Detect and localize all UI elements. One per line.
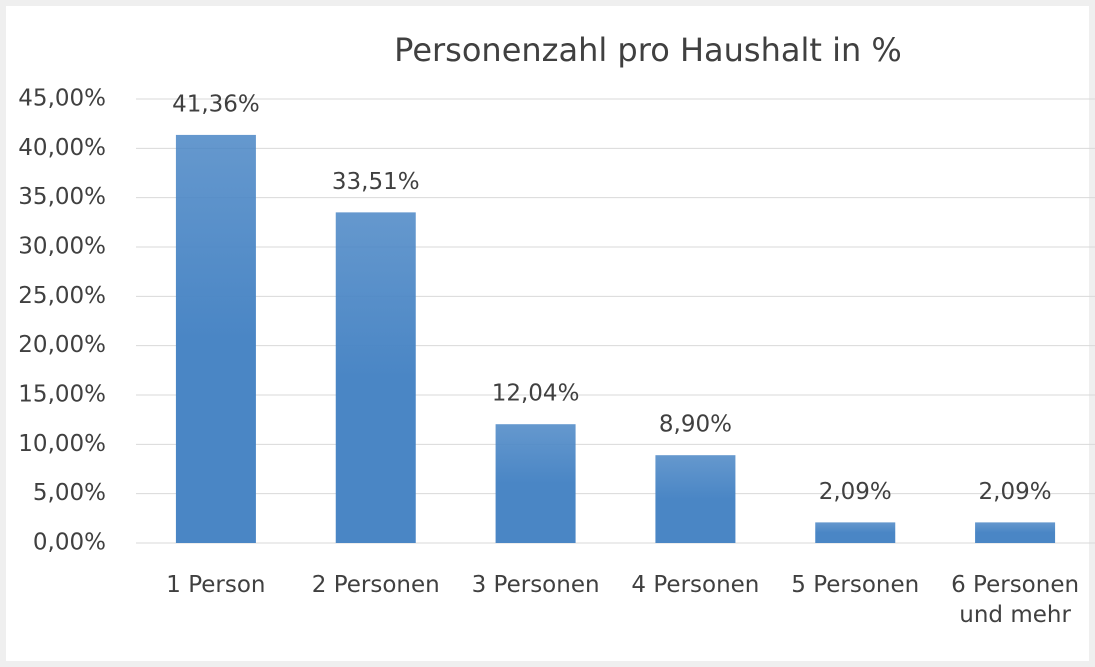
bar <box>175 134 256 543</box>
chart-title: Personenzahl pro Haushalt in % <box>394 31 902 69</box>
data-label: 8,90% <box>659 412 732 438</box>
bar <box>655 455 736 543</box>
bar <box>815 522 896 543</box>
plot-background <box>6 6 1089 661</box>
x-tick-label: 3 Personen <box>471 572 600 598</box>
y-tick-label: 35,00% <box>18 184 106 210</box>
x-tick-label: 5 Personen <box>791 572 920 598</box>
y-tick-label: 15,00% <box>18 382 106 408</box>
data-label: 2,09% <box>979 479 1052 505</box>
data-label: 33,51% <box>332 169 420 195</box>
y-tick-label: 25,00% <box>18 283 106 309</box>
bar <box>975 522 1056 543</box>
x-tick-label: 1 Person <box>166 572 266 598</box>
y-tick-label: 5,00% <box>33 480 106 506</box>
x-tick-label: 4 Personen <box>631 572 760 598</box>
y-tick-label: 30,00% <box>18 234 106 260</box>
y-tick-label: 10,00% <box>18 431 106 457</box>
data-label: 12,04% <box>492 381 580 407</box>
data-label: 2,09% <box>819 479 892 505</box>
y-tick-label: 0,00% <box>33 530 106 556</box>
bar <box>335 212 416 544</box>
x-tick-label: 6 Personen und mehr <box>951 572 1080 628</box>
y-tick-label: 40,00% <box>18 135 106 161</box>
y-tick-label: 45,00% <box>18 86 106 112</box>
x-tick-label: 2 Personen <box>311 572 440 598</box>
data-label: 41,36% <box>172 91 260 117</box>
bar <box>495 424 576 543</box>
y-tick-label: 20,00% <box>18 332 106 358</box>
